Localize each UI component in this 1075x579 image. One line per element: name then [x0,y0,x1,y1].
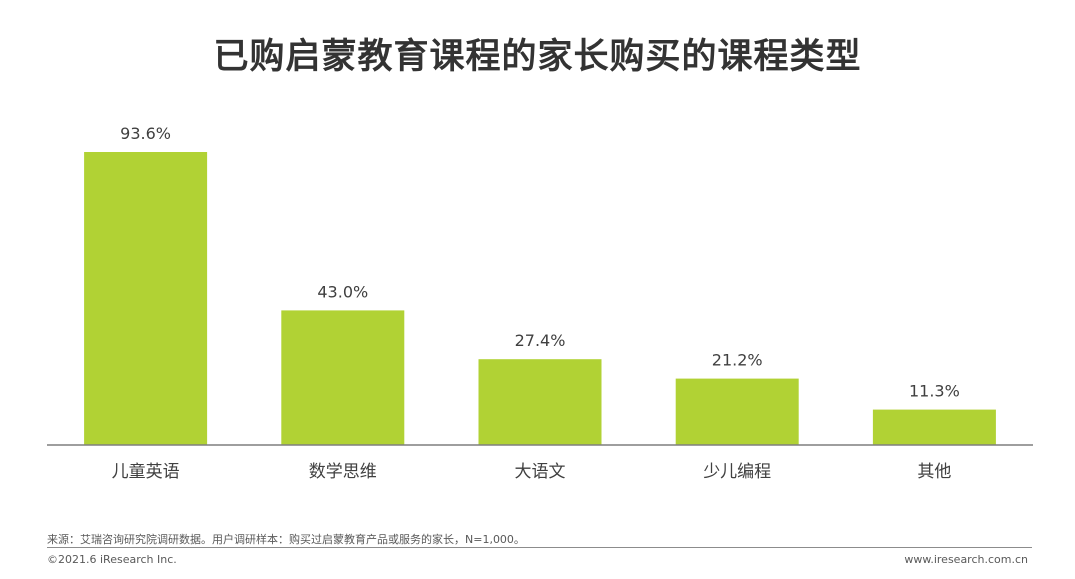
bar-2 [281,310,405,445]
bars-group [84,152,996,445]
category-label-2: 数学思维 [309,462,377,482]
footer-copyright: ©2021.6 iResearch Inc. [47,553,177,566]
value-label-3: 27.4% [515,331,566,350]
chart-title: 已购启蒙教育课程的家长购买的课程类型 [213,37,862,77]
bar-4 [675,378,799,445]
value-label-4: 21.2% [712,351,763,370]
footer-website-link[interactable]: www.iresearch.com.cn [904,553,1028,566]
category-labels-group: 儿童英语 数学思维 大语文 少儿编程 其他 [112,462,952,482]
value-labels-group: 93.6% 43.0% 27.4% 21.2% 11.3% [120,124,960,401]
value-label-2: 43.0% [317,282,368,301]
category-label-4: 少儿编程 [703,462,771,482]
category-label-1: 儿童英语 [112,462,180,482]
category-label-3: 大语文 [515,462,566,482]
footer-source-note: 来源：艾瑞咨询研究院调研数据。用户调研样本：购买过启蒙教育产品或服务的家长，N=… [47,533,525,546]
bar-1 [84,152,208,445]
bar-3 [478,359,602,445]
bar-5 [872,409,996,445]
footer-divider [47,547,1032,548]
value-label-5: 11.3% [909,382,960,401]
category-label-5: 其他 [917,462,951,482]
value-label-1: 93.6% [120,124,171,143]
